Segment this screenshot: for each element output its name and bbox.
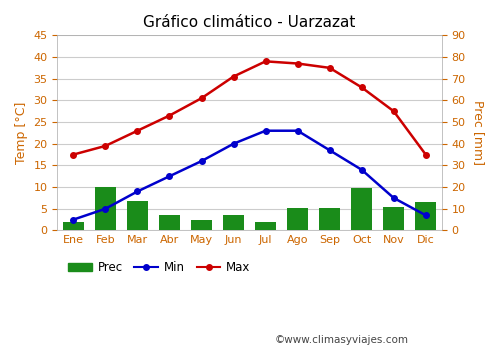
Bar (223, 215, 244, 230)
Bar (159, 215, 180, 230)
Y-axis label: Prec [mm]: Prec [mm] (472, 100, 485, 166)
Bar (255, 222, 276, 230)
Text: ©www.climasyviajes.com: ©www.climasyviajes.com (275, 335, 409, 345)
Bar (384, 208, 404, 230)
Y-axis label: Temp [°C]: Temp [°C] (15, 102, 28, 164)
Bar (416, 202, 436, 230)
Legend: Prec, Min, Max: Prec, Min, Max (64, 257, 256, 279)
Bar (319, 208, 340, 230)
Bar (351, 188, 372, 230)
Bar (95, 187, 116, 230)
Bar (287, 208, 308, 230)
Title: Gráfico climático - Uarzazat: Gráfico climático - Uarzazat (144, 15, 356, 30)
Bar (191, 219, 212, 230)
Bar (63, 222, 84, 230)
Bar (127, 201, 148, 230)
